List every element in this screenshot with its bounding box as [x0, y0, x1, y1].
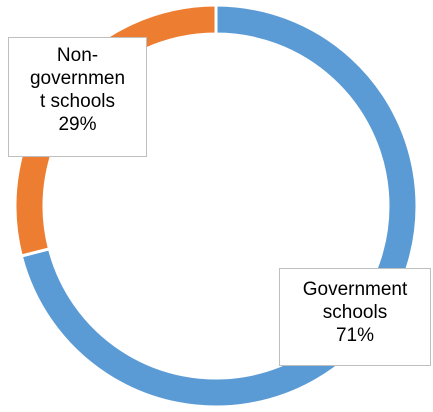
label-gov-percent: 71% — [335, 325, 375, 346]
label-gov-line2: schools — [322, 302, 388, 323]
label-nongov-percent: 29% — [58, 114, 97, 135]
data-label-non-government-schools: Non- governmen t schools 29% — [8, 37, 147, 157]
label-gov-line1: Government — [302, 279, 408, 300]
label-nongov-line2: governmen — [29, 68, 126, 89]
label-nongov-line3: t schools — [40, 91, 115, 112]
data-label-government-schools: Government schools 71% — [279, 268, 431, 366]
donut-slice-government-schools — [19, 3, 419, 409]
label-nongov-line1: Non- — [56, 45, 99, 66]
